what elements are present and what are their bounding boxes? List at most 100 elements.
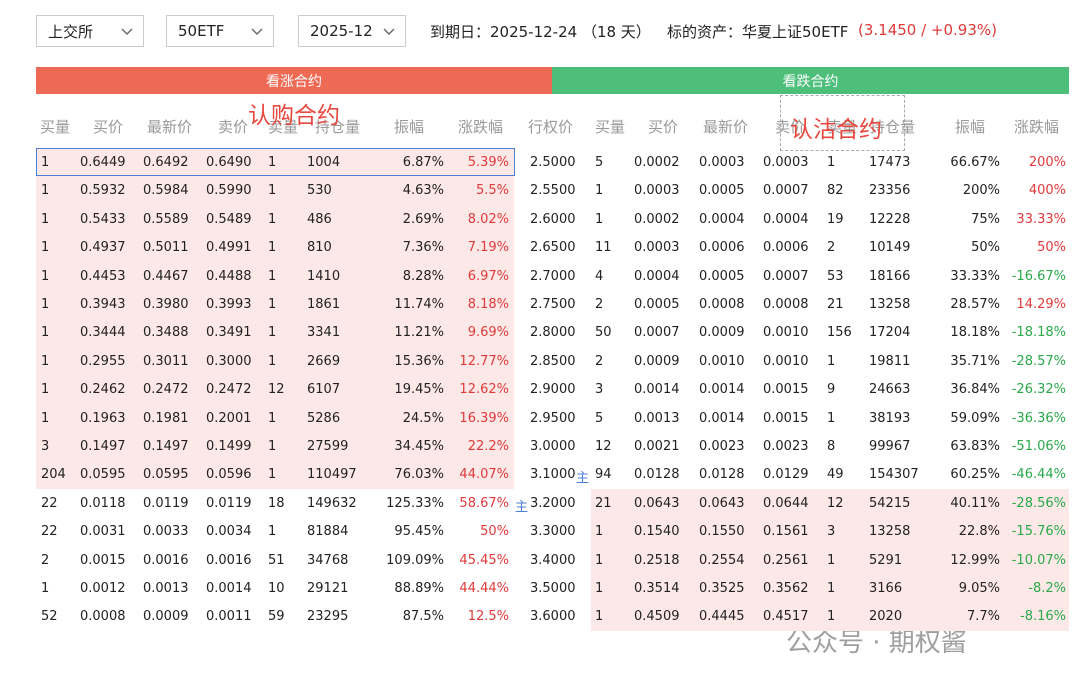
call-header: 看涨合约 xyxy=(36,67,552,94)
put-cell: 1 xyxy=(595,183,604,199)
call-cell: 2.69% xyxy=(402,211,444,227)
put-cell: 0.0002 xyxy=(634,211,680,227)
column-header: 涨跌幅 xyxy=(458,118,504,136)
put-cell: 0.0015 xyxy=(763,382,809,398)
call-cell: 1 xyxy=(41,297,50,312)
strike-cell: 2.7500 xyxy=(530,297,576,312)
put-cell: 1 xyxy=(827,581,836,596)
call-cell: 0.3993 xyxy=(206,297,252,312)
strike-cell: 3.3000 xyxy=(530,524,576,540)
put-cell: 0.4517 xyxy=(763,609,809,625)
put-cell: -10.07% xyxy=(1011,552,1066,568)
put-cell: 7.7% xyxy=(966,609,1000,625)
call-cell: 23295 xyxy=(307,609,349,625)
put-cell: 2020 xyxy=(869,609,903,625)
column-header: 最新价 xyxy=(703,118,749,136)
put-cell: 156 xyxy=(827,325,852,341)
put-cell: 28.57% xyxy=(950,297,1000,312)
call-cell: 0.5489 xyxy=(206,211,252,227)
selected-row[interactable] xyxy=(36,148,515,177)
strike-cell: 2.9000 xyxy=(530,382,576,398)
select-text: 50ETF xyxy=(178,22,225,40)
call-cell: 530 xyxy=(307,183,332,199)
put-cell: 0.0009 xyxy=(634,353,680,369)
put-cell: 0.0013 xyxy=(634,410,680,426)
call-cell: 5.5% xyxy=(475,183,509,199)
call-cell: 18 xyxy=(268,495,285,511)
call-cell: 1 xyxy=(41,240,50,256)
strike-cell: 2.8500 xyxy=(530,353,576,369)
put-cell: 18.18% xyxy=(950,325,1000,341)
strike-cell: 3.6000 xyxy=(530,609,576,625)
call-cell: 0.3943 xyxy=(80,297,126,312)
put-cell: 17473 xyxy=(869,155,911,170)
exchange-select[interactable]: 上交所 xyxy=(36,15,144,47)
call-cell: 0.3011 xyxy=(143,353,189,369)
put-cell: 200% xyxy=(1028,155,1066,170)
call-cell: 0.6449 xyxy=(80,155,126,170)
call-cell: 22 xyxy=(41,524,58,540)
put-cell: 94 xyxy=(595,467,612,483)
strike-cell: 2.9500 xyxy=(530,410,576,426)
put-cell: 0.0015 xyxy=(763,410,809,426)
call-cell: 1 xyxy=(41,410,50,426)
call-cell: 1 xyxy=(268,467,277,483)
put-cell: 154307 xyxy=(869,467,919,483)
month-select[interactable]: 2025-12 xyxy=(298,15,406,47)
put-cell: 0.0023 xyxy=(699,439,745,454)
call-cell: 87.5% xyxy=(402,609,444,625)
call-cell: 2 xyxy=(41,552,50,568)
strike-cell: 2.5500 xyxy=(530,183,576,199)
call-cell: 34.45% xyxy=(394,439,444,454)
put-cell: 0.0008 xyxy=(763,297,809,312)
put-cell: 0.0007 xyxy=(634,325,680,341)
put-cell: 0.3562 xyxy=(763,581,809,596)
call-cell: 0.0016 xyxy=(206,552,252,568)
put-cell: 4 xyxy=(595,268,604,284)
put-cell: 0.0129 xyxy=(763,467,809,483)
put-cell: 0.0007 xyxy=(763,268,809,284)
call-cell: 0.5932 xyxy=(80,183,126,199)
put-cell: 2 xyxy=(827,240,836,256)
put-cell: 0.0003 xyxy=(699,155,745,170)
strike-cell: 3.2000 xyxy=(530,495,576,511)
put-cell: 0.0014 xyxy=(699,382,745,398)
call-cell: 22 xyxy=(41,495,58,511)
put-cell: 1 xyxy=(595,609,604,625)
call-cell: 24.5% xyxy=(402,410,444,426)
put-cell: 12 xyxy=(827,495,844,511)
underlying-select[interactable]: 50ETF xyxy=(166,15,274,47)
put-cell: 0.4509 xyxy=(634,609,680,625)
call-cell: 0.0118 xyxy=(80,495,126,511)
put-cell: 17204 xyxy=(869,325,911,341)
put-cell: 18166 xyxy=(869,268,911,284)
put-cell: 0.4445 xyxy=(699,609,745,625)
put-cell: 59.09% xyxy=(950,410,1000,426)
strike-cell: 3.1000 xyxy=(530,467,576,483)
put-cell: 0.0644 xyxy=(763,495,809,511)
call-cell: 0.5011 xyxy=(143,240,189,256)
put-cell: 1 xyxy=(595,524,604,540)
call-itm-bg xyxy=(36,204,514,234)
call-cell: 1 xyxy=(268,410,277,426)
call-cell: 0.0034 xyxy=(206,524,252,540)
call-cell: 34768 xyxy=(307,552,349,568)
put-cell: 49 xyxy=(827,467,844,483)
call-itm-bg xyxy=(36,403,514,433)
call-cell: 1861 xyxy=(307,297,341,312)
call-cell: 12.77% xyxy=(459,353,509,369)
column-header: 买价 xyxy=(93,118,124,136)
put-cell: 1 xyxy=(827,155,836,170)
put-cell: 0.0023 xyxy=(763,439,809,454)
call-cell: 0.0119 xyxy=(143,495,189,511)
call-cell: 0.4937 xyxy=(80,240,126,256)
put-cell: 0.0005 xyxy=(634,297,680,312)
call-cell: 0.4488 xyxy=(206,268,252,284)
call-cell: 0.2462 xyxy=(80,382,126,398)
call-cell: 7.36% xyxy=(402,240,444,256)
call-itm-bg xyxy=(36,290,514,319)
put-cell: 0.0128 xyxy=(634,467,680,483)
call-cell: 1 xyxy=(41,155,50,170)
call-cell: 95.45% xyxy=(394,524,444,540)
call-itm-bg xyxy=(36,148,514,177)
